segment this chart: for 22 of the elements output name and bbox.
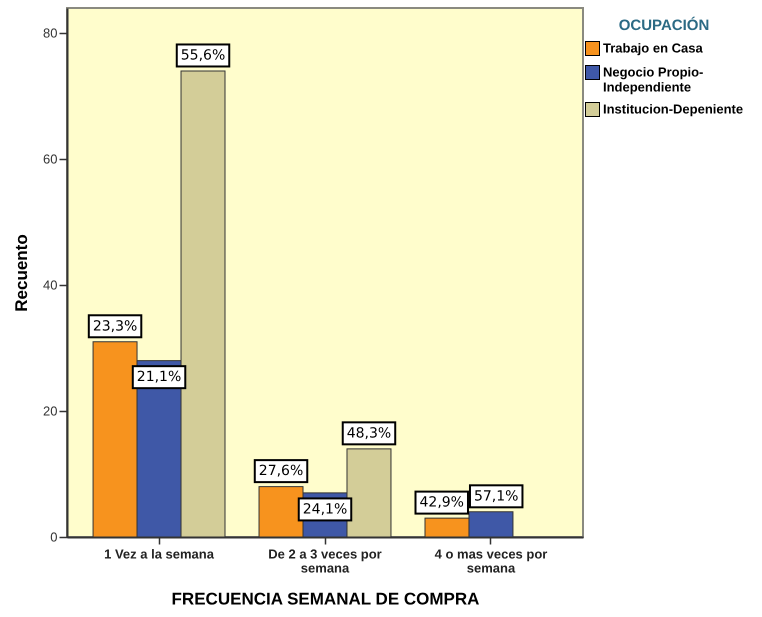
x-axis-title: FRECUENCIA SEMANAL DE COMPRA — [172, 590, 480, 608]
x-tick-label: 4 o mas veces por semana — [434, 546, 548, 576]
x-tick-label: 1 Vez a la semana — [104, 546, 215, 562]
y-tick-label: 60 — [43, 152, 58, 167]
legend-label: Trabajo en Casa — [603, 40, 704, 56]
annotation: 23,3% — [92, 318, 138, 334]
y-tick-label: 40 — [43, 278, 58, 293]
legend-title: OCUPACIÓN — [618, 16, 710, 34]
y-axis-title: Recuento — [12, 234, 32, 312]
annotation: 42,9% — [420, 494, 464, 511]
annotation: 48,3% — [346, 425, 392, 442]
annotation: 27,6% — [258, 463, 304, 480]
annotation: 21,1% — [136, 369, 182, 386]
y-tick-label: 0 — [50, 530, 58, 544]
annotation: 55,6% — [180, 47, 226, 64]
annotation: 24,1% — [302, 501, 348, 518]
legend-label: Institucion-Depeniente — [603, 102, 744, 116]
y-tick-label: 80 — [43, 26, 58, 41]
x-tick-label: De 2 a 3 veces por semana — [268, 546, 382, 576]
annotation: 57,1% — [474, 488, 518, 504]
y-tick-label: 20 — [43, 404, 58, 419]
legend-label: Negocio Propio-Independiente — [603, 64, 704, 94]
